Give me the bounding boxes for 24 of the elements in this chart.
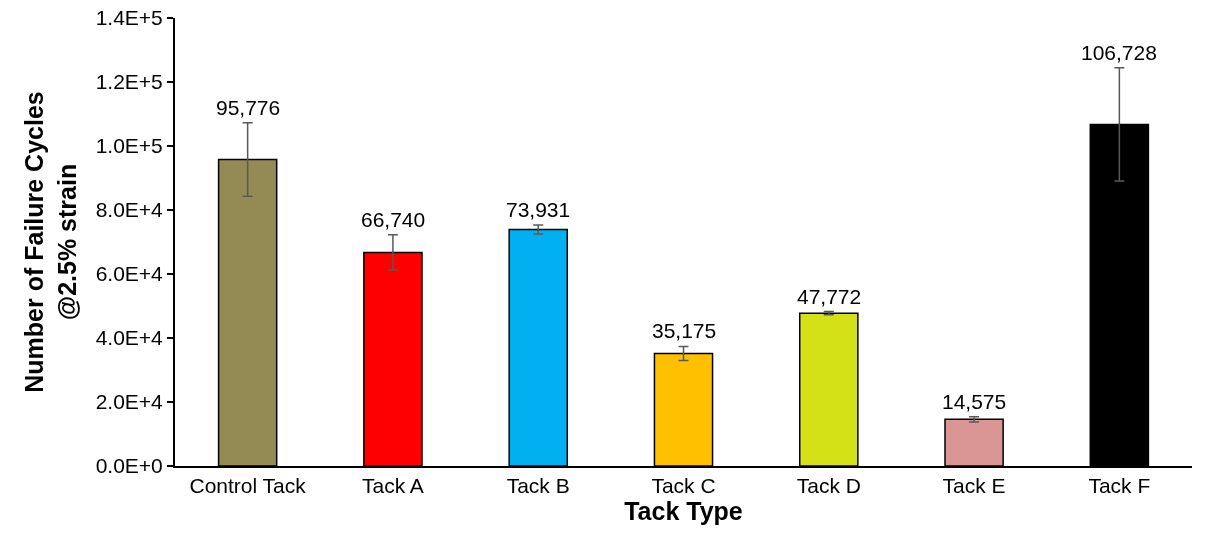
data-label: 106,728 <box>1081 41 1157 64</box>
x-tick-label: Tack A <box>361 474 424 498</box>
data-label: 73,931 <box>506 198 571 221</box>
x-tick-label: Tack B <box>506 474 570 498</box>
y-tick-label: 6.0E+4 <box>95 262 164 286</box>
y-tick-label: 4.0E+4 <box>95 326 164 350</box>
y-tick-label: 8.0E+4 <box>95 198 164 222</box>
data-label: 35,175 <box>652 319 717 342</box>
data-label: 14,575 <box>942 390 1007 413</box>
y-tick-label: 1.4E+5 <box>95 6 163 30</box>
x-tick-label: Tack D <box>796 474 861 498</box>
data-label: 95,776 <box>216 96 281 119</box>
x-axis-title: Tack Type <box>624 497 743 526</box>
x-tick-label: Tack F <box>1088 474 1151 498</box>
y-axis-title: Number of Failure Cycles @2.5% strain <box>20 91 81 393</box>
y-tick-label: 0.0E+0 <box>95 454 163 478</box>
y-tick-label: 1.0E+5 <box>95 134 163 158</box>
y-tick-label: 1.2E+5 <box>95 70 163 94</box>
y-tick-label: 2.0E+4 <box>95 390 164 414</box>
data-label: 47,772 <box>797 285 862 308</box>
data-label: 66,740 <box>361 208 426 231</box>
x-tick-label: Tack C <box>651 474 716 498</box>
x-tick-label: Control Tack <box>189 474 307 498</box>
x-tick-label: Tack E <box>942 474 1006 498</box>
